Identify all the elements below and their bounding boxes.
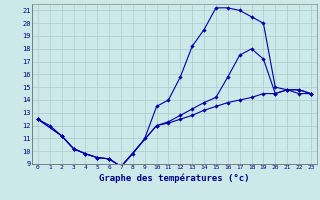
X-axis label: Graphe des températures (°c): Graphe des températures (°c) <box>99 173 250 183</box>
